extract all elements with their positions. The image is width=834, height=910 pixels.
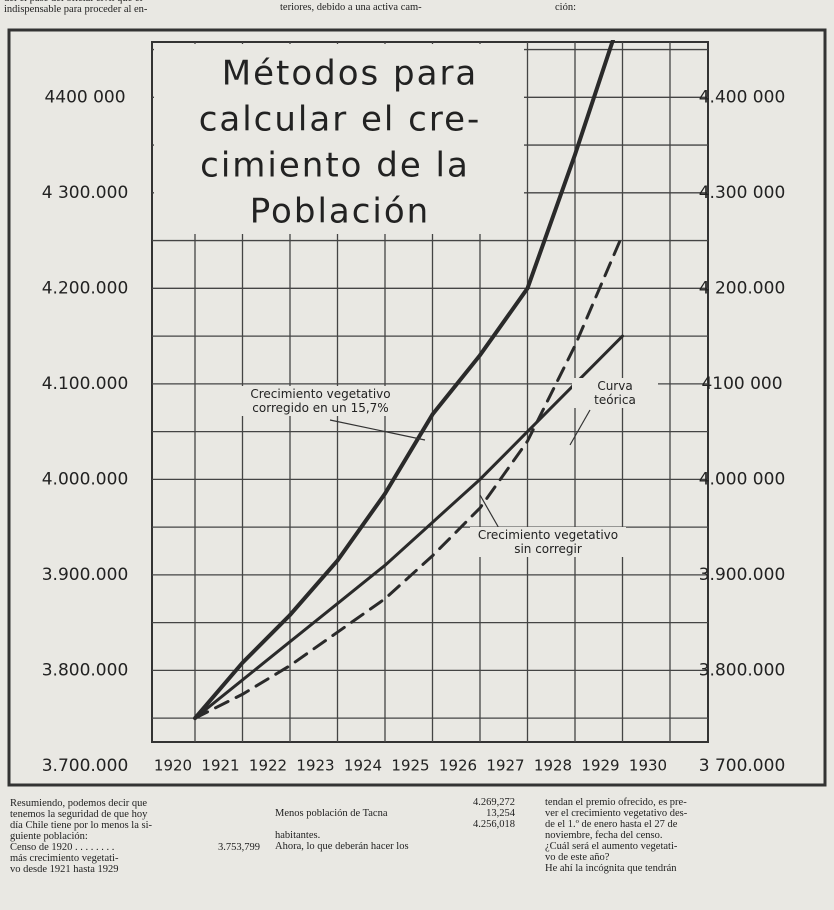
text-cell: 4.269,272 bbox=[473, 797, 515, 808]
chart-title: cimiento de la bbox=[200, 146, 470, 186]
leader-line bbox=[479, 494, 501, 531]
chart-frame bbox=[7, 28, 827, 787]
text-line: tenemos la seguridad de que hoy bbox=[10, 809, 148, 820]
y2-tick-label: 3.900.000 bbox=[699, 565, 786, 585]
text-line: guiente población: bbox=[10, 831, 88, 842]
y2-tick-label: 4100 000 bbox=[701, 374, 782, 394]
chart-title: calcular el cre- bbox=[199, 100, 482, 140]
y-tick-label: 3.800.000 bbox=[42, 660, 129, 680]
chart-title: Métodos para bbox=[222, 54, 479, 94]
title-box bbox=[154, 44, 524, 234]
text-column: del el pase del oficial civil que elindi… bbox=[4, 0, 269, 15]
text-column: 4.269,272 Menos población de Tacna 13,254 4… bbox=[275, 797, 515, 852]
y2-tick-label: 4.000 000 bbox=[699, 469, 786, 489]
text-line: del el pase del oficial civil que el bbox=[4, 0, 269, 4]
series-line bbox=[193, 40, 616, 721]
text-line: ¿Cuál será el aumento vegetati- bbox=[545, 841, 678, 852]
text-column: ción: bbox=[555, 2, 825, 13]
y2-tick-label: 4 200.000 bbox=[699, 278, 786, 298]
x-tick-label: 1922 bbox=[249, 757, 287, 775]
x-tick-label: 1921 bbox=[201, 757, 239, 775]
text-row: Menos población de Tacna 13,254 bbox=[275, 808, 515, 819]
text-cell: 4.256,018 bbox=[473, 819, 515, 830]
text-column: teriores, debido a una activa cam- bbox=[280, 2, 550, 13]
y-tick-label: 4400 000 bbox=[44, 87, 125, 107]
x-tick-label: 1928 bbox=[534, 757, 572, 775]
text-column: Resumiendo, podemos decir que tenemos la … bbox=[10, 798, 260, 875]
text-line: noviembre, fecha del censo. bbox=[545, 830, 663, 841]
x-tick-label: 1929 bbox=[581, 757, 619, 775]
text-line: Ahora, lo que deberán hacer los bbox=[275, 841, 409, 852]
text-row: 4.269,272 bbox=[275, 797, 515, 808]
x-tick-label: 1923 bbox=[296, 757, 334, 775]
text-cell: Menos población de Tacna bbox=[275, 808, 388, 819]
text-line: indispensable para proceder al en- bbox=[4, 4, 148, 15]
text-line: Resumiendo, podemos decir que bbox=[10, 798, 148, 809]
text-line: más crecimiento vegetati- bbox=[10, 853, 119, 864]
y2-tick-label: 3 700.000 bbox=[699, 756, 786, 776]
y-tick-label: 4.000.000 bbox=[42, 469, 129, 489]
x-tick-label: 1926 bbox=[439, 757, 477, 775]
y2-tick-label: 4.300 000 bbox=[699, 183, 786, 203]
leader-line bbox=[329, 419, 426, 441]
y-tick-label: 3.700.000 bbox=[42, 756, 129, 776]
text-cell: Censo de 1920 . . . . . . . . bbox=[10, 842, 115, 853]
chart-title: Población bbox=[250, 192, 430, 232]
text-line: vo de este año? bbox=[545, 852, 610, 863]
text-line: día Chile tiene por lo menos la si- bbox=[10, 820, 153, 831]
text-row: 4.256,018 bbox=[275, 819, 515, 830]
text-line: vo desde 1921 hasta 1929 bbox=[10, 864, 119, 875]
y-tick-label: 3.900.000 bbox=[42, 565, 129, 585]
plot-area bbox=[151, 41, 709, 743]
text-line: habitantes. bbox=[275, 830, 321, 841]
x-tick-label: 1924 bbox=[344, 757, 382, 775]
y2-tick-label: 4.400 000 bbox=[699, 87, 786, 107]
x-tick-label: 1927 bbox=[486, 757, 524, 775]
series-line bbox=[193, 233, 624, 720]
leader-line bbox=[569, 409, 591, 446]
series-label: Crecimiento vegetativo corregido en un 1… bbox=[235, 386, 406, 416]
y2-tick-label: 3.800.000 bbox=[699, 660, 786, 680]
x-tick-label: 1930 bbox=[629, 757, 667, 775]
x-tick-label: 1920 bbox=[154, 757, 192, 775]
text-line: teriores, debido a una activa cam- bbox=[280, 2, 422, 13]
series-label: Curva teórica bbox=[572, 378, 658, 408]
series-label: Crecimiento vegetativo sin corregir bbox=[470, 527, 626, 557]
y-tick-label: 4 300.000 bbox=[42, 183, 129, 203]
text-row: Censo de 1920 . . . . . . . . 3.753,799 bbox=[10, 842, 260, 853]
text-cell: 13,254 bbox=[486, 808, 515, 819]
x-tick-label: 1925 bbox=[391, 757, 429, 775]
text-line: tendan el premio ofrecido, es pre- bbox=[545, 797, 687, 808]
text-line: ción: bbox=[555, 2, 576, 13]
y-tick-label: 4.100.000 bbox=[42, 374, 129, 394]
y-tick-label: 4.200.000 bbox=[42, 278, 129, 298]
text-line: ver el crecimiento vegetativo des- bbox=[545, 808, 688, 819]
text-column: tendan el premio ofrecido, es pre-ver el… bbox=[545, 797, 825, 874]
text-line: He ahí la incógnita que tendrán bbox=[545, 863, 677, 874]
text-line: de el 1.º de enero hasta el 27 de bbox=[545, 819, 678, 830]
text-cell: 3.753,799 bbox=[218, 842, 260, 853]
series-line bbox=[193, 334, 624, 720]
